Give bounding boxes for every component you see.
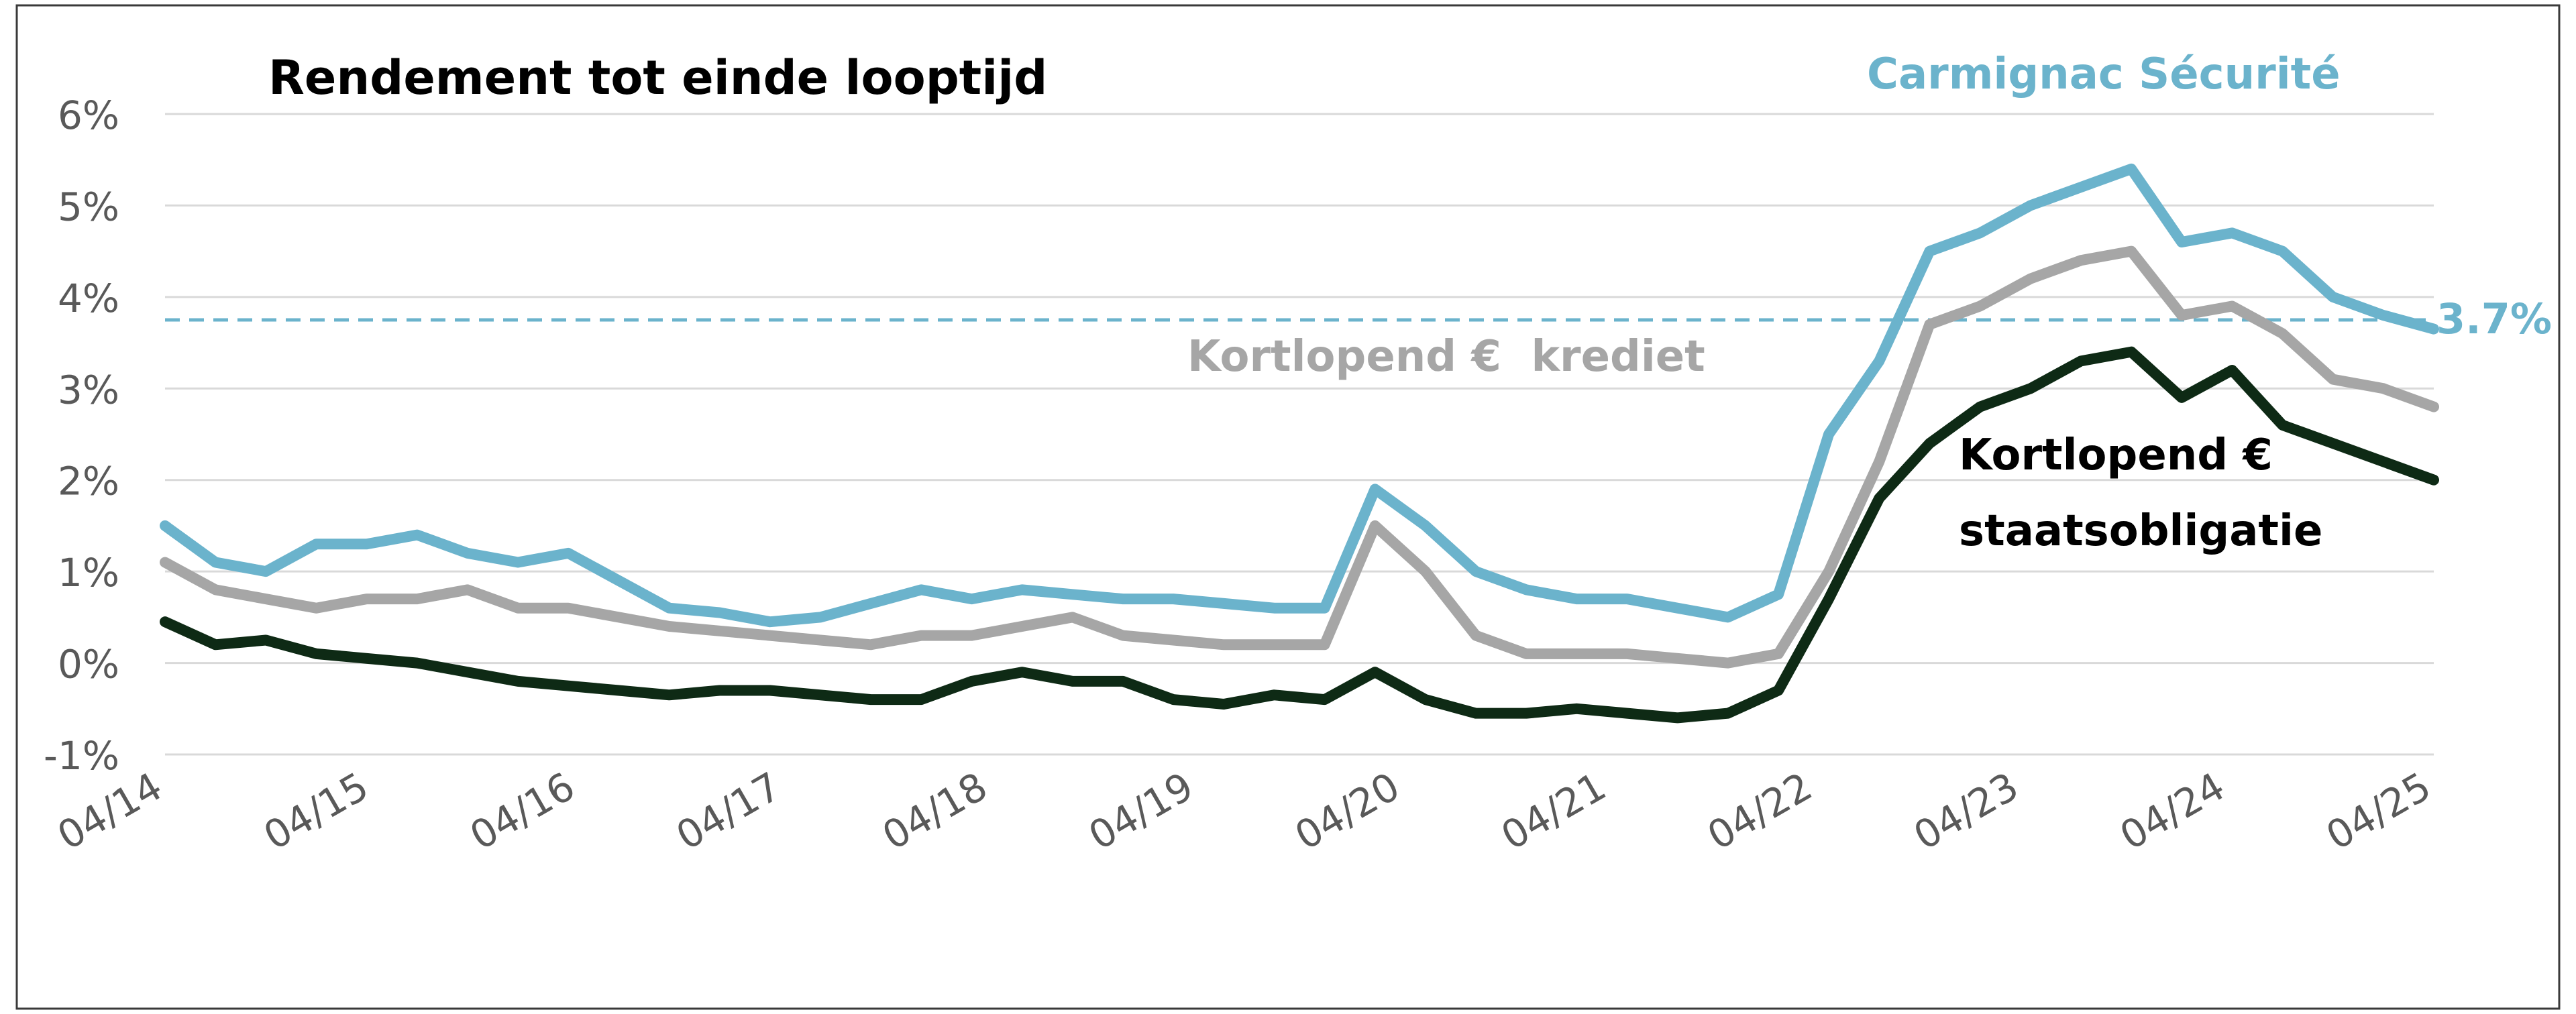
series-lines <box>160 163 2439 724</box>
y-tick-label: 3% <box>58 367 119 412</box>
series-label-krediet: Kortlopend € krediet <box>1187 332 1705 382</box>
y-tick-label: 0% <box>58 642 119 687</box>
chart-title: Rendement tot einde looptijd <box>268 50 1047 105</box>
y-axis-tick-labels: 6% 5% 4% 3% 2% 1% 0% -1% <box>44 93 119 779</box>
series-label-staat-line1: Kortlopend € <box>1959 431 2273 480</box>
y-tick-label: 5% <box>58 184 119 229</box>
series-label-carmignac: Carmignac Sécurité <box>1867 50 2341 99</box>
series-line-0 <box>160 163 2439 628</box>
series-line-1 <box>160 245 2439 669</box>
y-tick-label: 4% <box>58 276 119 321</box>
series-label-staat-line2: staatsobligatie <box>1959 506 2322 556</box>
reference-line-label: 3.7% <box>2436 294 2552 343</box>
y-tick-label: 1% <box>58 550 119 596</box>
gridlines <box>165 113 2434 756</box>
y-tick-label: -1% <box>44 733 119 779</box>
y-tick-label: 2% <box>58 459 119 504</box>
series-line-2 <box>160 346 2439 724</box>
y-tick-label: 6% <box>58 93 119 138</box>
